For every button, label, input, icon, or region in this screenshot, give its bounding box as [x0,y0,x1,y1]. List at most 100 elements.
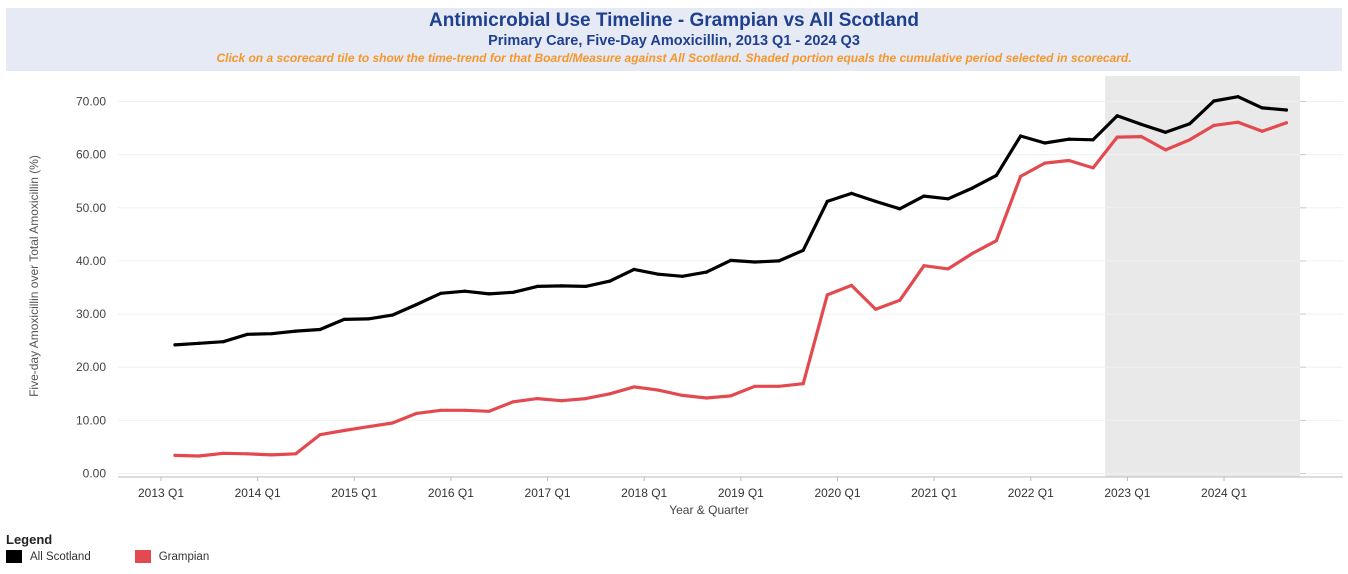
data-point[interactable] [560,284,564,288]
x-tick-label: 2015 Q1 [331,486,377,500]
data-point[interactable] [390,313,394,317]
data-point[interactable] [342,428,346,433]
data-point[interactable] [221,340,225,344]
data-point[interactable] [898,207,902,211]
data-point[interactable] [1043,161,1047,165]
data-point[interactable] [463,289,467,293]
data-point[interactable] [874,307,878,311]
data-point[interactable] [970,186,974,190]
data-point[interactable] [1212,123,1216,127]
data-point[interactable] [1164,148,1168,152]
data-point[interactable] [704,270,709,274]
data-point[interactable] [318,433,322,437]
data-point[interactable] [366,317,370,321]
data-point[interactable] [221,451,225,455]
data-point[interactable] [801,248,805,252]
data-point[interactable] [656,388,660,392]
data-point[interactable] [270,332,274,336]
data-point[interactable] [1164,130,1168,134]
data-point[interactable] [197,454,201,458]
data-point[interactable] [1115,135,1119,139]
data-point[interactable] [318,327,322,332]
data-point[interactable] [608,392,612,396]
data-point[interactable] [1091,166,1095,170]
data-point[interactable] [849,283,854,287]
data-point[interactable] [922,264,926,268]
data-point[interactable] [487,409,491,413]
data-point[interactable] [560,399,564,403]
data-point[interactable] [632,385,636,389]
data-point[interactable] [922,194,926,198]
data-point[interactable] [1139,135,1143,139]
data-point[interactable] [415,411,419,415]
data-point[interactable] [849,191,854,195]
y-axis-ticks: 0.00 10.00 20.00 30.00 40.00 50.00 60.00 70.00 [76,94,106,480]
data-point[interactable] [487,292,491,296]
data-point[interactable] [390,421,394,425]
y-tick-label: 70.00 [76,94,106,108]
data-point[interactable] [415,302,419,307]
data-point[interactable] [1212,99,1216,103]
data-point[interactable] [1067,137,1071,141]
data-point[interactable] [1091,138,1095,142]
data-point[interactable] [1139,122,1143,126]
data-point[interactable] [729,394,733,398]
data-point[interactable] [946,267,950,271]
data-point[interactable] [704,396,709,400]
data-point[interactable] [656,272,660,276]
data-point[interactable] [1236,120,1240,124]
data-point[interactable] [1188,138,1192,142]
data-point[interactable] [946,197,950,201]
data-point[interactable] [535,397,540,401]
data-point[interactable] [294,452,298,456]
data-point[interactable] [632,267,636,271]
data-point[interactable] [1019,174,1023,178]
data-point[interactable] [874,199,878,203]
data-point[interactable] [173,453,177,457]
data-point[interactable] [1260,129,1264,133]
data-point[interactable] [1284,108,1288,112]
data-point[interactable] [680,274,685,278]
data-point[interactable] [173,343,177,347]
data-point[interactable] [245,332,250,336]
data-point[interactable] [994,239,999,243]
data-point[interactable] [777,259,781,263]
data-point[interactable] [898,298,902,302]
data-point[interactable] [1019,134,1023,138]
data-point[interactable] [366,425,370,429]
legend-item-grampian[interactable]: Grampian [134,550,209,563]
data-point[interactable] [825,199,829,203]
legend-item-all-scotland[interactable]: All Scotland [6,550,91,563]
data-point[interactable] [1284,121,1288,125]
data-point[interactable] [511,290,515,294]
data-point[interactable] [801,382,805,386]
data-point[interactable] [197,341,201,345]
data-point[interactable] [1188,122,1192,126]
data-point[interactable] [535,284,540,288]
data-point[interactable] [1043,141,1047,145]
data-point[interactable] [584,284,588,288]
data-point[interactable] [1260,106,1264,110]
data-point[interactable] [994,173,999,177]
data-point[interactable] [584,397,588,401]
data-point[interactable] [680,393,685,397]
data-point[interactable] [729,258,733,262]
data-point[interactable] [463,408,467,412]
data-point[interactable] [1115,114,1119,118]
data-point[interactable] [1236,95,1240,99]
data-point[interactable] [608,279,612,283]
data-point[interactable] [777,384,781,388]
data-point[interactable] [825,293,829,297]
data-point[interactable] [439,291,443,295]
data-point[interactable] [342,317,346,321]
data-point[interactable] [270,453,274,457]
chart-instruction-note: Click on a scorecard tile to show the ti… [216,51,1132,65]
data-point[interactable] [753,260,757,264]
data-point[interactable] [439,408,443,412]
data-point[interactable] [970,251,974,256]
data-point[interactable] [245,452,250,456]
data-point[interactable] [753,384,757,388]
data-point[interactable] [294,329,298,333]
data-point[interactable] [511,400,515,404]
data-point[interactable] [1067,158,1071,163]
